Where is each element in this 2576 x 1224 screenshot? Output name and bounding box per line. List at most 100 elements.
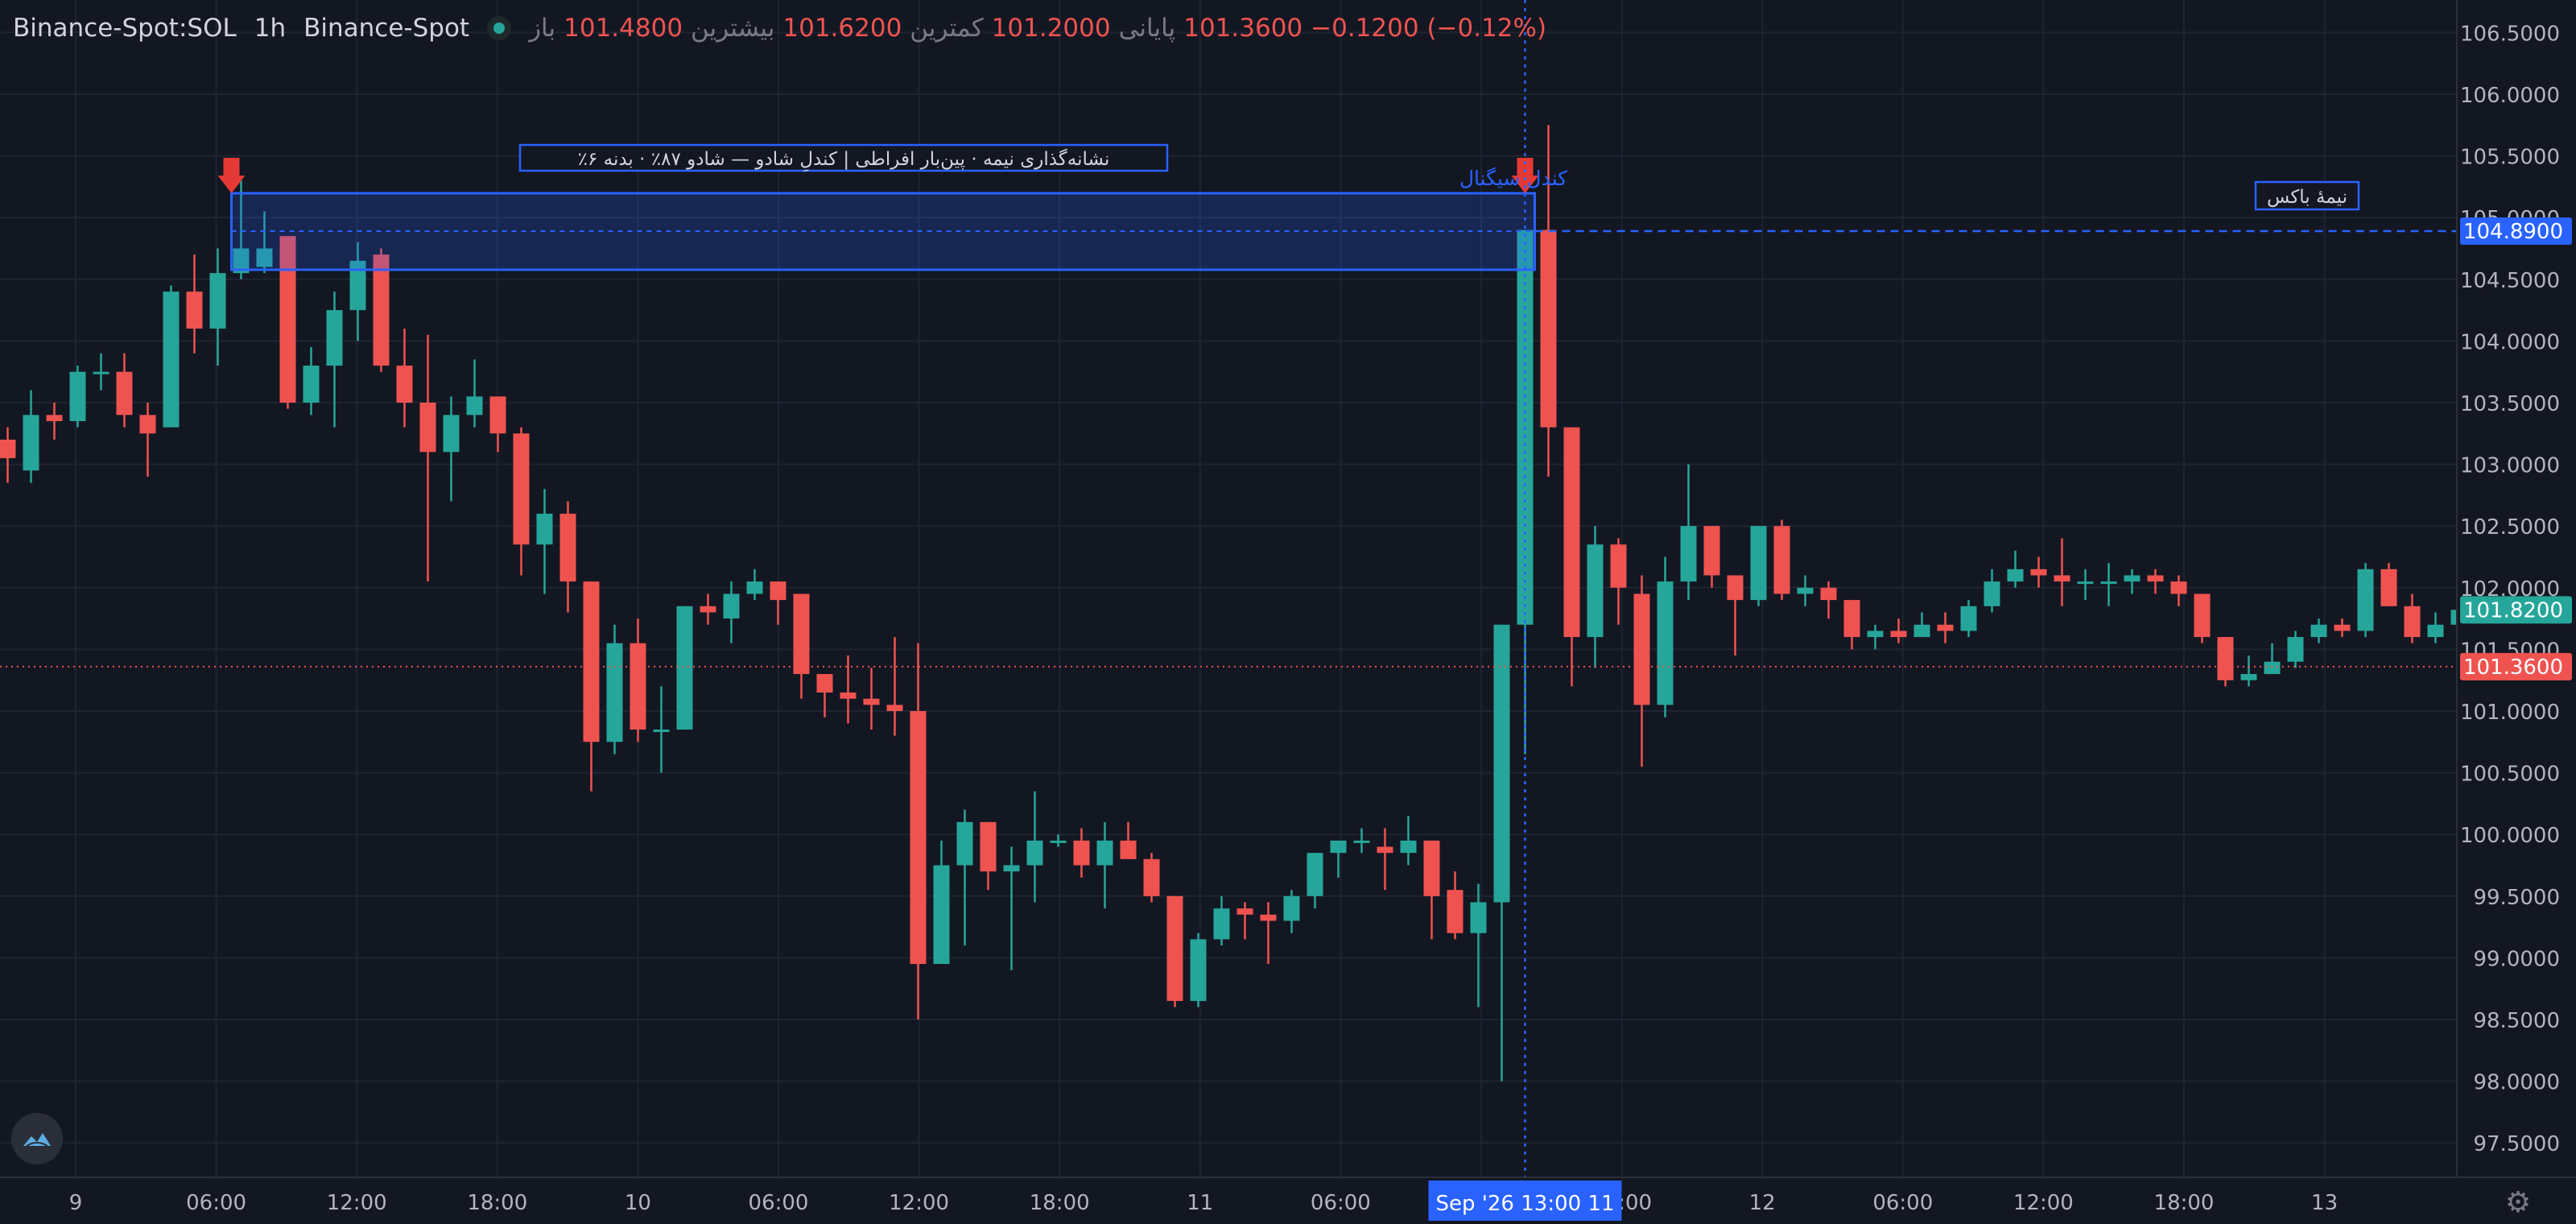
candle bbox=[2100, 563, 2117, 606]
market-status-icon[interactable] bbox=[487, 16, 512, 40]
candle-body bbox=[1727, 575, 1744, 601]
cloud-logo-icon[interactable] bbox=[11, 1113, 63, 1164]
candle-body bbox=[630, 643, 646, 730]
candle bbox=[2310, 618, 2327, 643]
candle-body bbox=[2030, 569, 2047, 576]
candle bbox=[2170, 575, 2187, 606]
candle bbox=[1587, 526, 1604, 668]
candle-body bbox=[1867, 631, 1884, 638]
legend-header: Binance-Spot:SOL 1h Binance-Spot باز 101… bbox=[0, 0, 1546, 56]
candle bbox=[1610, 538, 1627, 625]
candle bbox=[326, 292, 343, 428]
half-box-label-box[interactable] bbox=[2254, 180, 2360, 211]
candle-body bbox=[746, 581, 763, 594]
candle bbox=[1843, 600, 1860, 650]
candle-body bbox=[676, 606, 693, 730]
candle bbox=[2054, 538, 2070, 606]
candle bbox=[536, 489, 553, 594]
candle bbox=[1283, 890, 1300, 933]
candle-body bbox=[2007, 569, 2024, 582]
time-tick-label: 13 bbox=[2311, 1191, 2338, 1215]
time-tick-label: 11 bbox=[1187, 1191, 1213, 1215]
candle-body bbox=[559, 513, 576, 582]
candle-body bbox=[1120, 840, 1137, 859]
candle bbox=[1563, 427, 1580, 687]
settings-gear-icon[interactable]: ⚙ bbox=[2504, 1186, 2532, 1219]
candle bbox=[1423, 840, 1440, 940]
candle-body bbox=[933, 865, 950, 965]
time-axis[interactable]: 9 06:00 12:00 18:00 10 06:00 12:00 18:00 11 06:00… bbox=[0, 1176, 2576, 1224]
candle bbox=[1260, 902, 1277, 965]
candle bbox=[700, 593, 716, 625]
candle bbox=[1633, 575, 1650, 767]
ohlc-values: باز 101.4800 بیشترین 101.6200 کمترین 101… bbox=[529, 14, 1546, 43]
candle-body bbox=[1913, 624, 1930, 638]
candle bbox=[1867, 624, 1884, 650]
down-arrow-icon[interactable] bbox=[217, 158, 246, 193]
candle bbox=[93, 353, 109, 391]
candle bbox=[0, 427, 16, 483]
candle bbox=[1657, 556, 1674, 717]
candle-body bbox=[1563, 427, 1580, 638]
candle-body bbox=[2124, 575, 2140, 582]
candle-body bbox=[46, 415, 63, 421]
candle bbox=[910, 643, 927, 1019]
candle-body bbox=[653, 729, 670, 732]
price-axis[interactable]: 97.5000 98.0000 98.5000 99.0000 99.5000 100.0… bbox=[2456, 0, 2576, 1224]
time-tick-label: 12:00 bbox=[2013, 1191, 2074, 1215]
symbol-label[interactable]: Binance-Spot:SOL bbox=[13, 14, 237, 43]
candle bbox=[863, 668, 880, 730]
candle bbox=[1073, 828, 1090, 878]
candle-body bbox=[1750, 526, 1767, 601]
candle bbox=[2217, 637, 2234, 687]
candle bbox=[46, 403, 63, 440]
time-tick-label: 18:00 bbox=[2154, 1191, 2215, 1215]
candle bbox=[139, 403, 156, 477]
candle-body bbox=[1377, 846, 1393, 854]
candle bbox=[23, 390, 39, 483]
candle bbox=[396, 329, 413, 428]
drawings-layer: ٪نشانه‌گذاری نیمه · پین‌بار افراطی | کند… bbox=[0, 0, 2457, 1177]
zone-label-box[interactable] bbox=[518, 143, 1169, 172]
interval-label[interactable]: 1h bbox=[254, 14, 287, 43]
candle bbox=[559, 501, 576, 613]
time-tick-label: 9 bbox=[69, 1191, 83, 1215]
candle bbox=[2030, 556, 2047, 588]
candle bbox=[2194, 593, 2211, 643]
candle bbox=[1703, 526, 1720, 588]
price-tick-label: 98.5000 bbox=[2473, 1009, 2560, 1033]
candle-body bbox=[1283, 895, 1300, 921]
candle bbox=[770, 581, 786, 625]
candle bbox=[583, 581, 600, 792]
candle-body bbox=[2310, 624, 2327, 638]
candle bbox=[1213, 895, 1230, 946]
price-tick-label: 105.5000 bbox=[2460, 146, 2560, 170]
candle bbox=[279, 236, 296, 409]
candle-body bbox=[1797, 587, 1814, 594]
candle-body bbox=[980, 821, 997, 872]
candle-body bbox=[93, 371, 109, 374]
candle bbox=[980, 821, 997, 891]
last-price-tag-bg bbox=[2460, 652, 2572, 680]
candle-body bbox=[1353, 840, 1370, 843]
half-box-price-tag: 104.8900 bbox=[2463, 220, 2563, 244]
candle-body bbox=[1260, 914, 1277, 921]
candle-body bbox=[2077, 581, 2094, 585]
candle bbox=[443, 396, 460, 502]
low-value: 101.2000 bbox=[991, 14, 1111, 43]
candle-body bbox=[770, 581, 786, 601]
candle-body bbox=[863, 698, 880, 705]
candle-body bbox=[0, 439, 16, 458]
candle bbox=[1540, 125, 1557, 477]
candle-body bbox=[536, 513, 553, 545]
down-arrow-icon[interactable] bbox=[1511, 158, 1539, 193]
candle bbox=[1190, 932, 1207, 1007]
candle-body bbox=[326, 310, 343, 366]
signal-candle-label[interactable]: کندل سیگنال bbox=[1459, 167, 1567, 190]
candle-body bbox=[1540, 229, 1557, 428]
candle bbox=[1026, 791, 1043, 903]
candle-body bbox=[1236, 908, 1253, 915]
price-tick-label: 102.5000 bbox=[2460, 515, 2560, 540]
